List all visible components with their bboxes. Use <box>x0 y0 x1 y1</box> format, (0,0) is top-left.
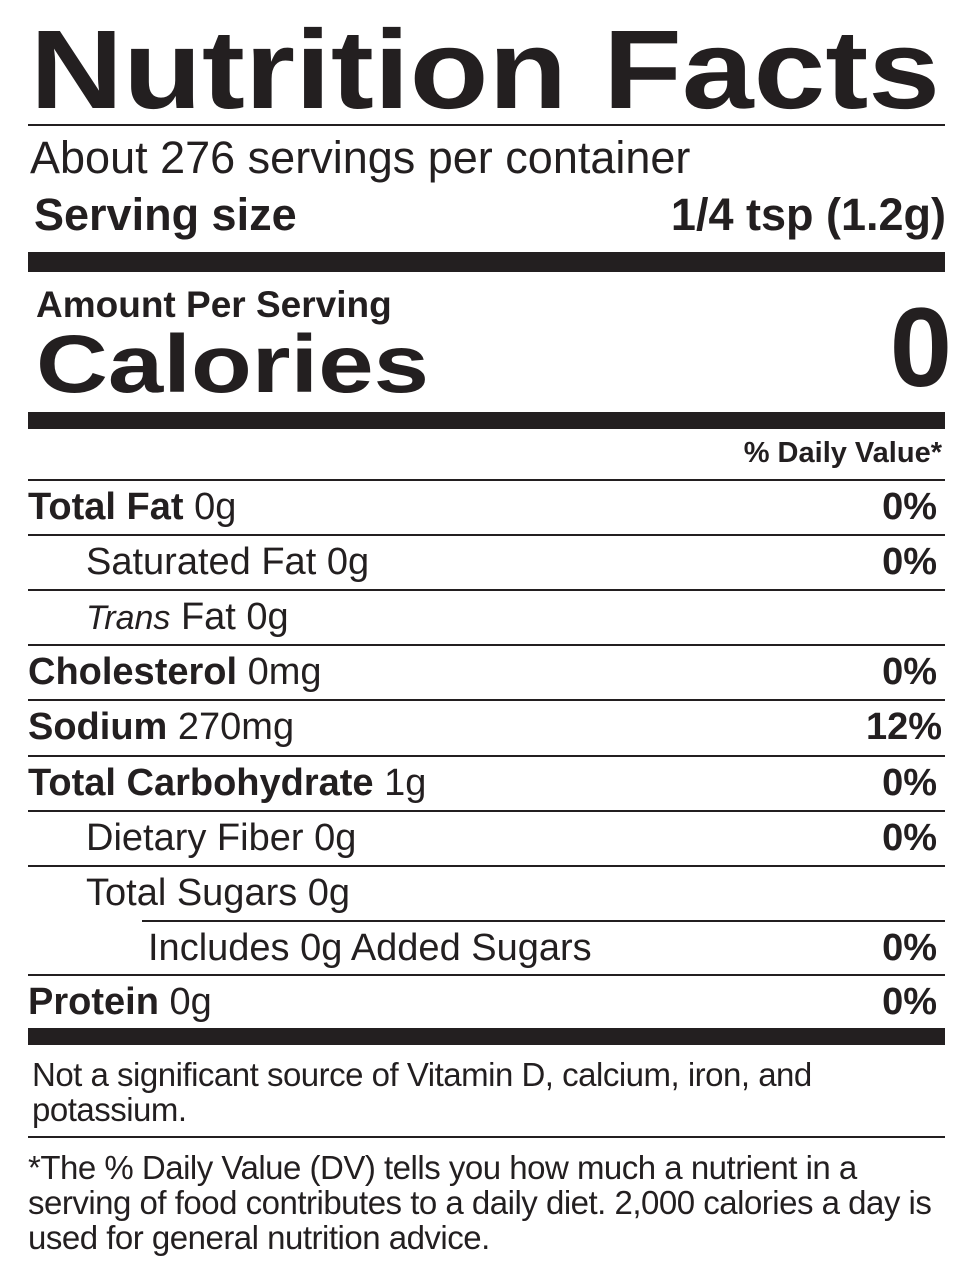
thick-rule <box>28 412 945 429</box>
calories-svg: Calories 0 <box>36 300 952 410</box>
nutrient-row: Total Carbohydrate 1g 0% <box>28 755 945 810</box>
nutrient-row: Trans Fat 0g <box>28 589 945 644</box>
amount-per-serving: Amount Per Serving <box>36 284 392 325</box>
nutrient: Fat <box>180 596 236 638</box>
dv: 0% <box>882 541 937 583</box>
nutrient: Saturated Fat <box>86 541 317 583</box>
dv: 0% <box>882 927 937 969</box>
nutrient: Total Sugars <box>86 872 298 914</box>
nutrient: Total Carbohydrate <box>28 762 374 804</box>
nutrient: Protein <box>28 981 159 1023</box>
rule <box>28 1136 945 1138</box>
dv: 12% <box>865 706 942 748</box>
nutrient-row: Includes 0g Added Sugars 0% <box>142 920 945 975</box>
amount: 0mg <box>247 651 322 693</box>
nutrient: Cholesterol <box>28 651 238 693</box>
nutrient: Includes 0g Added Sugars <box>148 927 592 969</box>
rule <box>28 124 945 126</box>
dv: 0% <box>882 651 937 693</box>
nutrient-row: Total Fat 0g 0% <box>28 479 945 534</box>
nutrient: Total Fat <box>28 486 184 528</box>
nutrient-row: Sodium 270mg 12% <box>28 699 945 754</box>
nutrient-row: Dietary Fiber 0g 0% <box>28 810 945 865</box>
thick-rule <box>28 252 945 272</box>
footnote: *The % Daily Value (DV) tells you how mu… <box>28 1149 932 1256</box>
note: Not a significant source of Vitamin D, c… <box>32 1056 812 1128</box>
amount: 0g <box>169 981 212 1023</box>
amount: 0g <box>314 817 357 859</box>
nutrient: Sodium <box>28 706 168 748</box>
nutrient-italic: Trans <box>86 599 171 637</box>
thick-rule <box>28 1028 945 1045</box>
amount: 0g <box>307 872 351 914</box>
amount: 0g <box>246 596 289 638</box>
dv: 0% <box>882 981 937 1023</box>
nutrient: Dietary Fiber <box>86 817 304 859</box>
serving-size-value: 1/4 tsp (1.2g) <box>670 189 946 240</box>
calories-label: Calories <box>36 319 429 410</box>
dv: 0% <box>882 817 937 859</box>
amount: 270mg <box>177 706 295 748</box>
nutrient-row: Protein 0g 0% <box>28 974 945 1029</box>
title-svg: Nutrition Facts <box>30 7 940 130</box>
serving-size-label: Serving size <box>34 189 297 240</box>
calories-value: 0 <box>890 300 952 410</box>
dv-header: % Daily Value* <box>743 437 942 469</box>
amount: 1g <box>384 762 427 804</box>
amount: 0g <box>326 541 370 583</box>
title: Nutrition Facts <box>30 7 940 130</box>
nutrient-row: Cholesterol 0mg 0% <box>28 644 945 699</box>
nutrient-row: Saturated Fat 0g 0% <box>28 534 945 589</box>
servings: About 276 servings per container <box>30 132 691 183</box>
dv: 0% <box>882 486 937 528</box>
amount: 0g <box>194 486 237 528</box>
dv: 0% <box>882 762 937 804</box>
nutrient-row: Total Sugars 0g <box>28 865 945 920</box>
